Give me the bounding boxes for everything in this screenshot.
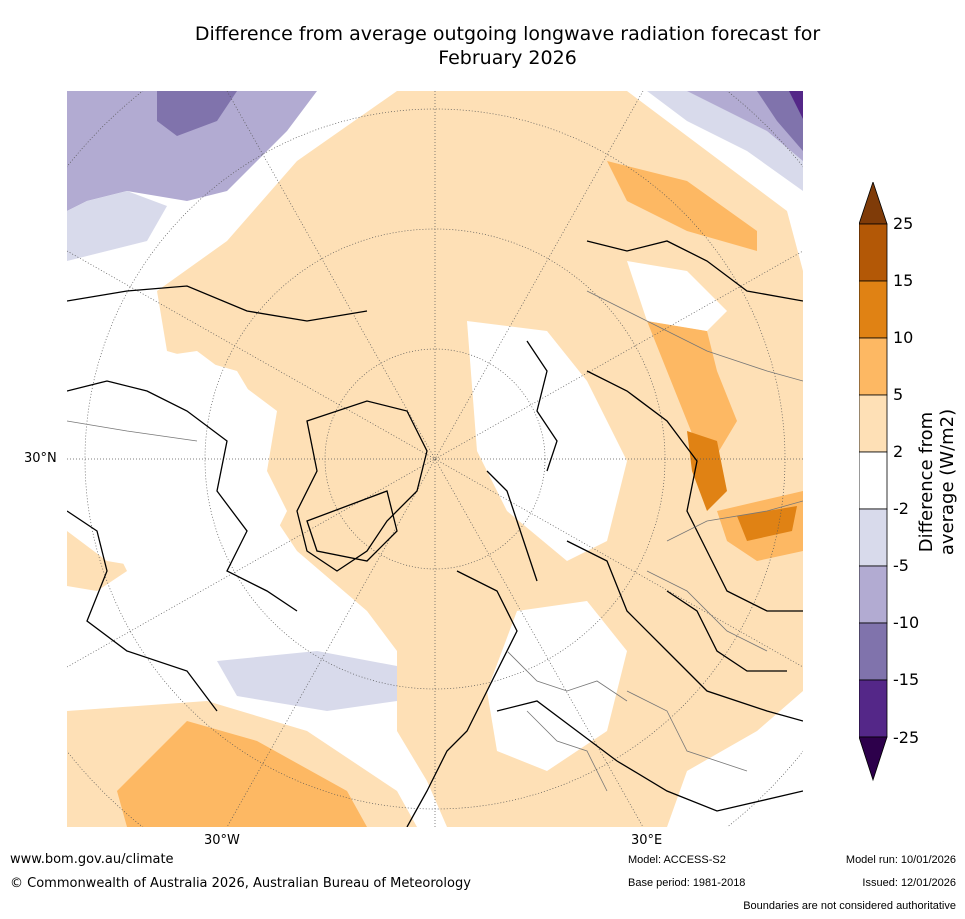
colorbar-segment-10-15 (858, 280, 888, 339)
anomaly-pos-northeast (607, 161, 757, 251)
neutral-pole (467, 321, 627, 561)
colorbar-tick-25: 25 (893, 214, 914, 233)
issued-text: Issued: 12/01/2026 (862, 877, 956, 889)
anomaly-weak-nw (67, 191, 167, 261)
colorbar-tick-15: 15 (893, 271, 914, 290)
title-line-2: February 2026 (438, 47, 577, 69)
label-30n: 30°N (24, 451, 57, 466)
title-line-1: Difference from average outgoing longwav… (194, 23, 821, 45)
map-canvas (67, 91, 803, 827)
colorbar-segment-minus5-10 (858, 565, 888, 624)
coastlines (67, 240, 803, 827)
colorbar-cap-below-25 (858, 736, 888, 782)
polar-map (67, 91, 803, 827)
colorbar-tick-minus15: -15 (893, 670, 920, 689)
colorbar-segment-minus10-15 (858, 622, 888, 681)
anomaly-pos-siberia (647, 321, 737, 471)
colorbar-svg (858, 180, 888, 782)
anomaly-pos-siberia-strong (687, 431, 727, 511)
label-30w: 30°W (204, 833, 240, 848)
colorbar-segment-5-10 (858, 337, 888, 396)
anomaly-pos-southwest-strong (117, 721, 367, 827)
country-borders (67, 290, 803, 792)
colorbar-segment-2-5 (858, 394, 888, 453)
colorbar-tick-minus25: -25 (893, 728, 920, 747)
colorbar-segment-15-25 (858, 223, 888, 282)
model-run-text: Model run: 10/01/2026 (845, 854, 956, 866)
colorbar-segment-minus15-25 (858, 679, 888, 738)
base-period-text: Base period: 1981-2018 (628, 877, 746, 889)
colorbar-title: Difference from average (W/m2) (916, 408, 958, 556)
neutral-europe (487, 601, 627, 771)
label-30e: 30°E (631, 833, 663, 848)
anomaly-pos-asia-strong (737, 506, 797, 541)
colorbar-tick-minus5: -5 (893, 556, 909, 575)
colorbar-cap-above-25 (858, 180, 888, 225)
graticule (67, 91, 803, 827)
colorbar-tick-10: 10 (893, 328, 914, 347)
colorbar (858, 180, 889, 786)
website-link[interactable]: www.bom.gov.au/climate (10, 852, 174, 867)
colorbar-tick-minus2: -2 (893, 499, 909, 518)
map-title: Difference from average outgoing longwav… (120, 22, 895, 70)
model-text: Model: ACCESS-S2 (628, 854, 726, 866)
neutral-north-america (67, 351, 287, 581)
colorbar-segment-minus2-5 (858, 508, 888, 567)
anomaly-neg-atlantic (217, 651, 397, 711)
copyright-text: © Commonwealth of Australia 2026, Austra… (10, 876, 471, 891)
anomaly-neg-ne-strong (757, 91, 803, 151)
colorbar-segment-neutral (858, 451, 888, 510)
neutral-asia-east (627, 261, 727, 331)
colorbar-tick-2: 2 (893, 442, 904, 461)
anomaly-neg-ne-core (789, 91, 803, 119)
disclaimer-text: Boundaries are not considered authoritat… (743, 900, 956, 912)
colorbar-tick-5: 5 (893, 385, 904, 404)
colorbar-tick-minus10: -10 (893, 613, 920, 632)
anomaly-neg-nw (67, 91, 317, 211)
anomaly-neg-nw-strong (157, 91, 237, 136)
